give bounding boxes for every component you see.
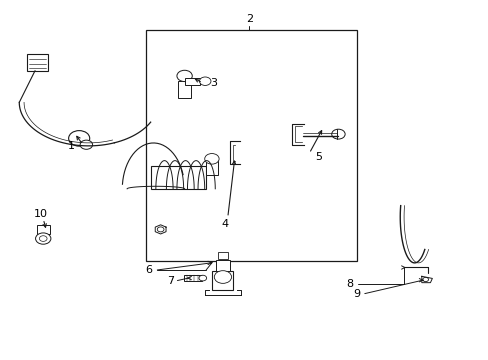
Circle shape (177, 70, 192, 82)
Text: 8: 8 (346, 279, 353, 289)
Bar (151, 166, 206, 189)
Circle shape (199, 77, 210, 85)
Circle shape (422, 277, 427, 282)
Circle shape (36, 233, 51, 244)
Circle shape (80, 140, 92, 149)
Text: 2: 2 (245, 14, 252, 24)
Bar (37, 225, 50, 234)
Bar (212, 271, 233, 291)
Bar (216, 260, 229, 271)
Text: 10: 10 (34, 208, 48, 219)
Bar (27, 54, 48, 71)
Text: 3: 3 (209, 78, 216, 88)
Bar (206, 161, 218, 175)
Circle shape (331, 129, 345, 139)
Circle shape (157, 227, 163, 232)
Circle shape (40, 236, 47, 242)
Text: 1: 1 (67, 141, 74, 152)
Bar (184, 78, 200, 85)
Text: 7: 7 (166, 275, 173, 285)
Text: 9: 9 (353, 289, 360, 298)
Circle shape (68, 131, 89, 146)
Text: 6: 6 (145, 265, 152, 275)
Bar (178, 81, 191, 98)
Circle shape (214, 271, 231, 283)
Circle shape (199, 275, 206, 281)
Bar (218, 252, 227, 259)
Text: 4: 4 (222, 219, 228, 229)
Circle shape (204, 153, 219, 164)
Bar (183, 275, 202, 281)
Text: 5: 5 (315, 152, 322, 162)
Bar (146, 30, 356, 261)
